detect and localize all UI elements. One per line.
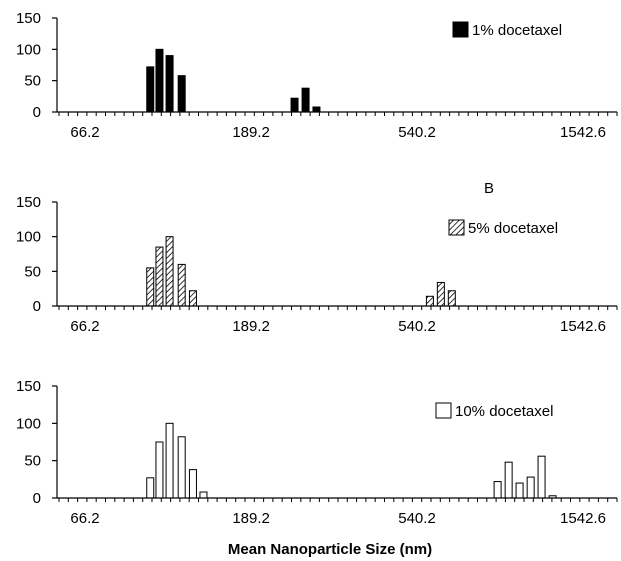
panel-2-x-tick-label-3: 1542.6 bbox=[560, 318, 606, 335]
bar bbox=[537, 455, 546, 499]
panel-1-x-tick-label-0: 66.2 bbox=[70, 124, 99, 141]
panel-3-y-tick-label-3: 150 bbox=[16, 378, 41, 395]
panel-3-chart: 0 50 100 150 66.2 189.2 540.2 1542.6 10%… bbox=[16, 378, 618, 558]
panel-2-x-tick-label-1: 189.2 bbox=[232, 318, 270, 335]
panel-2-legend-swatch bbox=[448, 219, 465, 236]
bar bbox=[199, 491, 208, 499]
bar bbox=[504, 461, 513, 499]
bar bbox=[177, 75, 186, 113]
bar bbox=[146, 66, 155, 113]
panel-2-x-tick-label-0: 66.2 bbox=[70, 318, 99, 335]
bar bbox=[155, 441, 164, 499]
bar bbox=[177, 263, 186, 307]
panel-2-y-tick-label-2: 100 bbox=[16, 229, 41, 246]
panel-3-x-tick-label-0: 66.2 bbox=[70, 510, 99, 527]
bar bbox=[146, 267, 155, 307]
panel-2-bars bbox=[146, 236, 456, 307]
panel-2-x-axis: 66.2 189.2 540.2 1542.6 bbox=[70, 318, 606, 335]
panel-2-y-tick-label-1: 50 bbox=[24, 263, 41, 280]
panel-3-x-axis-title: Mean Nanoparticle Size (nm) bbox=[228, 541, 432, 558]
bar bbox=[493, 481, 502, 499]
panel-1-axes bbox=[52, 17, 618, 116]
bar bbox=[155, 246, 164, 307]
panel-3-x-axis: 66.2 189.2 540.2 1542.6 bbox=[70, 510, 606, 527]
panel-3-legend-swatch bbox=[435, 402, 452, 419]
panel-3-x-tick-label-2: 540.2 bbox=[398, 510, 436, 527]
panel-3-y-tick-label-0: 0 bbox=[33, 490, 41, 507]
panel-2-y-axis: 0 50 100 150 bbox=[16, 194, 41, 315]
panel-3-y-axis: 0 50 100 150 bbox=[16, 378, 41, 507]
bar bbox=[290, 97, 299, 113]
panel-3-legend-label: 10% docetaxel bbox=[455, 403, 553, 420]
bar bbox=[425, 295, 434, 307]
panel-1-x-axis: 66.2 189.2 540.2 1542.6 bbox=[70, 124, 606, 141]
bar bbox=[188, 290, 197, 307]
panel-3-axes bbox=[52, 385, 618, 502]
panel-3-x-tick-label-1: 189.2 bbox=[232, 510, 270, 527]
bar bbox=[188, 469, 197, 499]
bar bbox=[301, 87, 310, 113]
bar bbox=[146, 477, 155, 499]
bar bbox=[312, 106, 321, 113]
panel-2-y-tick-label-0: 0 bbox=[33, 298, 41, 315]
panel-2-panel-label: B bbox=[484, 180, 494, 197]
panel-1-chart: 0 50 100 150 66.2 189.2 540.2 1542.6 1% … bbox=[16, 10, 618, 141]
panel-1-y-tick-label-3: 150 bbox=[16, 10, 41, 27]
bar bbox=[165, 236, 174, 307]
panel-1-legend-label: 1% docetaxel bbox=[472, 22, 562, 39]
bar bbox=[155, 48, 164, 113]
panel-1-x-tick-label-1: 189.2 bbox=[232, 124, 270, 141]
panel-3-x-tick-label-3: 1542.6 bbox=[560, 510, 606, 527]
panel-1-legend-swatch bbox=[452, 21, 469, 38]
bar bbox=[177, 436, 186, 499]
bar bbox=[526, 476, 535, 499]
panel-3-y-tick-label-2: 100 bbox=[16, 415, 41, 432]
bar bbox=[165, 422, 174, 499]
bar bbox=[436, 281, 445, 307]
panel-1-bars bbox=[146, 48, 321, 113]
panel-2-y-tick-label-3: 150 bbox=[16, 194, 41, 211]
panel-1-x-tick-label-2: 540.2 bbox=[398, 124, 436, 141]
panel-2-chart: 0 50 100 150 66.2 189.2 540.2 1542.6 5% … bbox=[16, 180, 618, 335]
panel-1-y-tick-label-2: 100 bbox=[16, 41, 41, 58]
bar bbox=[447, 290, 456, 307]
panel-3-y-tick-label-1: 50 bbox=[24, 453, 41, 470]
bar bbox=[165, 55, 174, 113]
panel-1-y-tick-label-1: 50 bbox=[24, 73, 41, 90]
bar bbox=[515, 482, 524, 499]
panel-2-legend-label: 5% docetaxel bbox=[468, 220, 558, 237]
panel-1-y-tick-label-0: 0 bbox=[33, 104, 41, 121]
panel-1-y-axis: 0 50 100 150 bbox=[16, 10, 41, 121]
panel-2-axes bbox=[52, 201, 618, 310]
panel-2-x-tick-label-2: 540.2 bbox=[398, 318, 436, 335]
panel-3-bars bbox=[146, 422, 557, 499]
panel-1-x-tick-label-3: 1542.6 bbox=[560, 124, 606, 141]
